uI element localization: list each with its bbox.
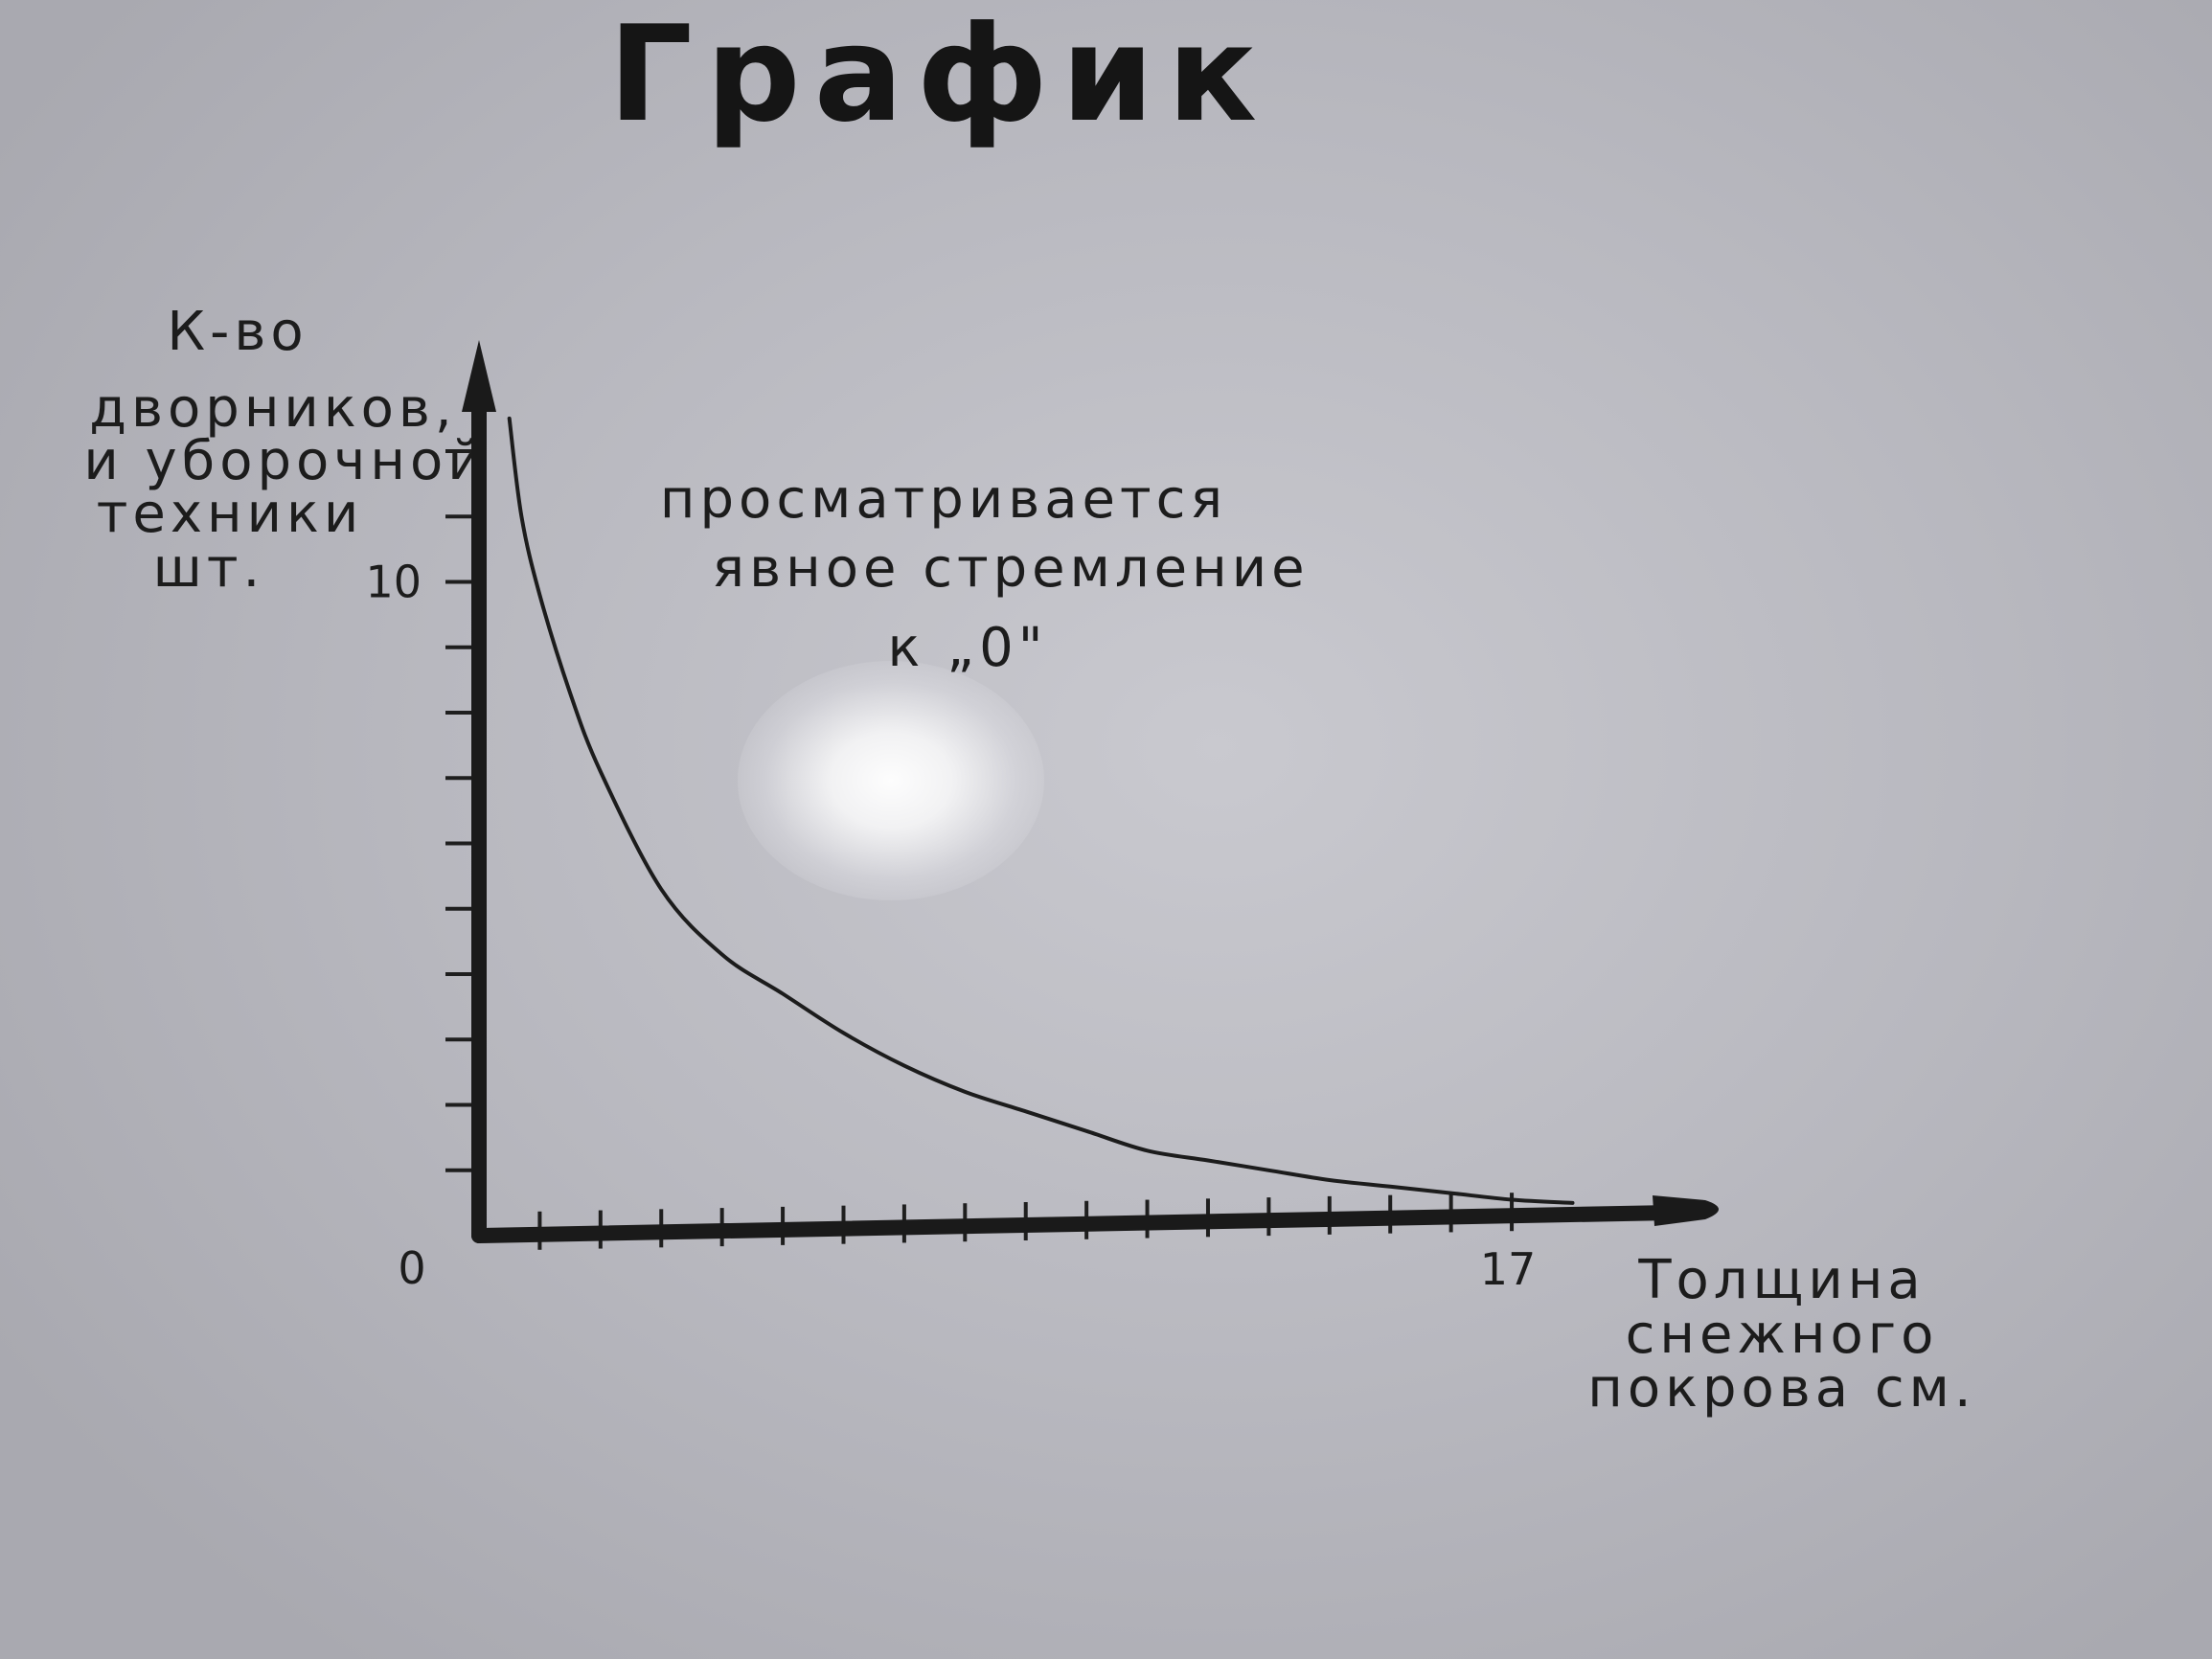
annotation-line: явное стремление	[712, 537, 1309, 600]
x-axis	[471, 1205, 1679, 1243]
x-axis-label-line: Толщина	[1637, 1249, 1925, 1311]
x-axis-label-line: покрова см.	[1587, 1357, 1975, 1420]
y-axis-label-line: К-во	[167, 301, 308, 363]
x-axis-label-line: снежного	[1626, 1304, 1939, 1366]
y-axis-label: К-во дворников, и уборочной техники шт.	[83, 301, 487, 600]
x-tick-label: 17	[1480, 1243, 1537, 1295]
annotation: просматривается явное стремление к „0"	[660, 468, 1309, 679]
tick-labels: 10 17	[365, 557, 1536, 1296]
annotation-line: просматривается	[660, 468, 1227, 531]
series-line	[507, 416, 1575, 1205]
y-axis-arrow	[462, 340, 496, 412]
y-axis-label-line: дворников,	[89, 377, 456, 440]
x-axis-arrow	[1653, 1195, 1719, 1226]
y-axis-label-line: шт.	[153, 537, 265, 600]
y-axis-label-line: техники	[97, 483, 363, 545]
annotation-line: к „0"	[887, 617, 1047, 679]
x-axis-label: Толщина снежного покрова см.	[1587, 1249, 1975, 1420]
y-axis-label-line: и уборочной	[83, 430, 487, 492]
y-tick-label: 10	[365, 557, 422, 608]
light-glare	[738, 661, 1044, 900]
chart-title: График	[608, 0, 1270, 151]
origin-label: 0	[398, 1242, 425, 1294]
